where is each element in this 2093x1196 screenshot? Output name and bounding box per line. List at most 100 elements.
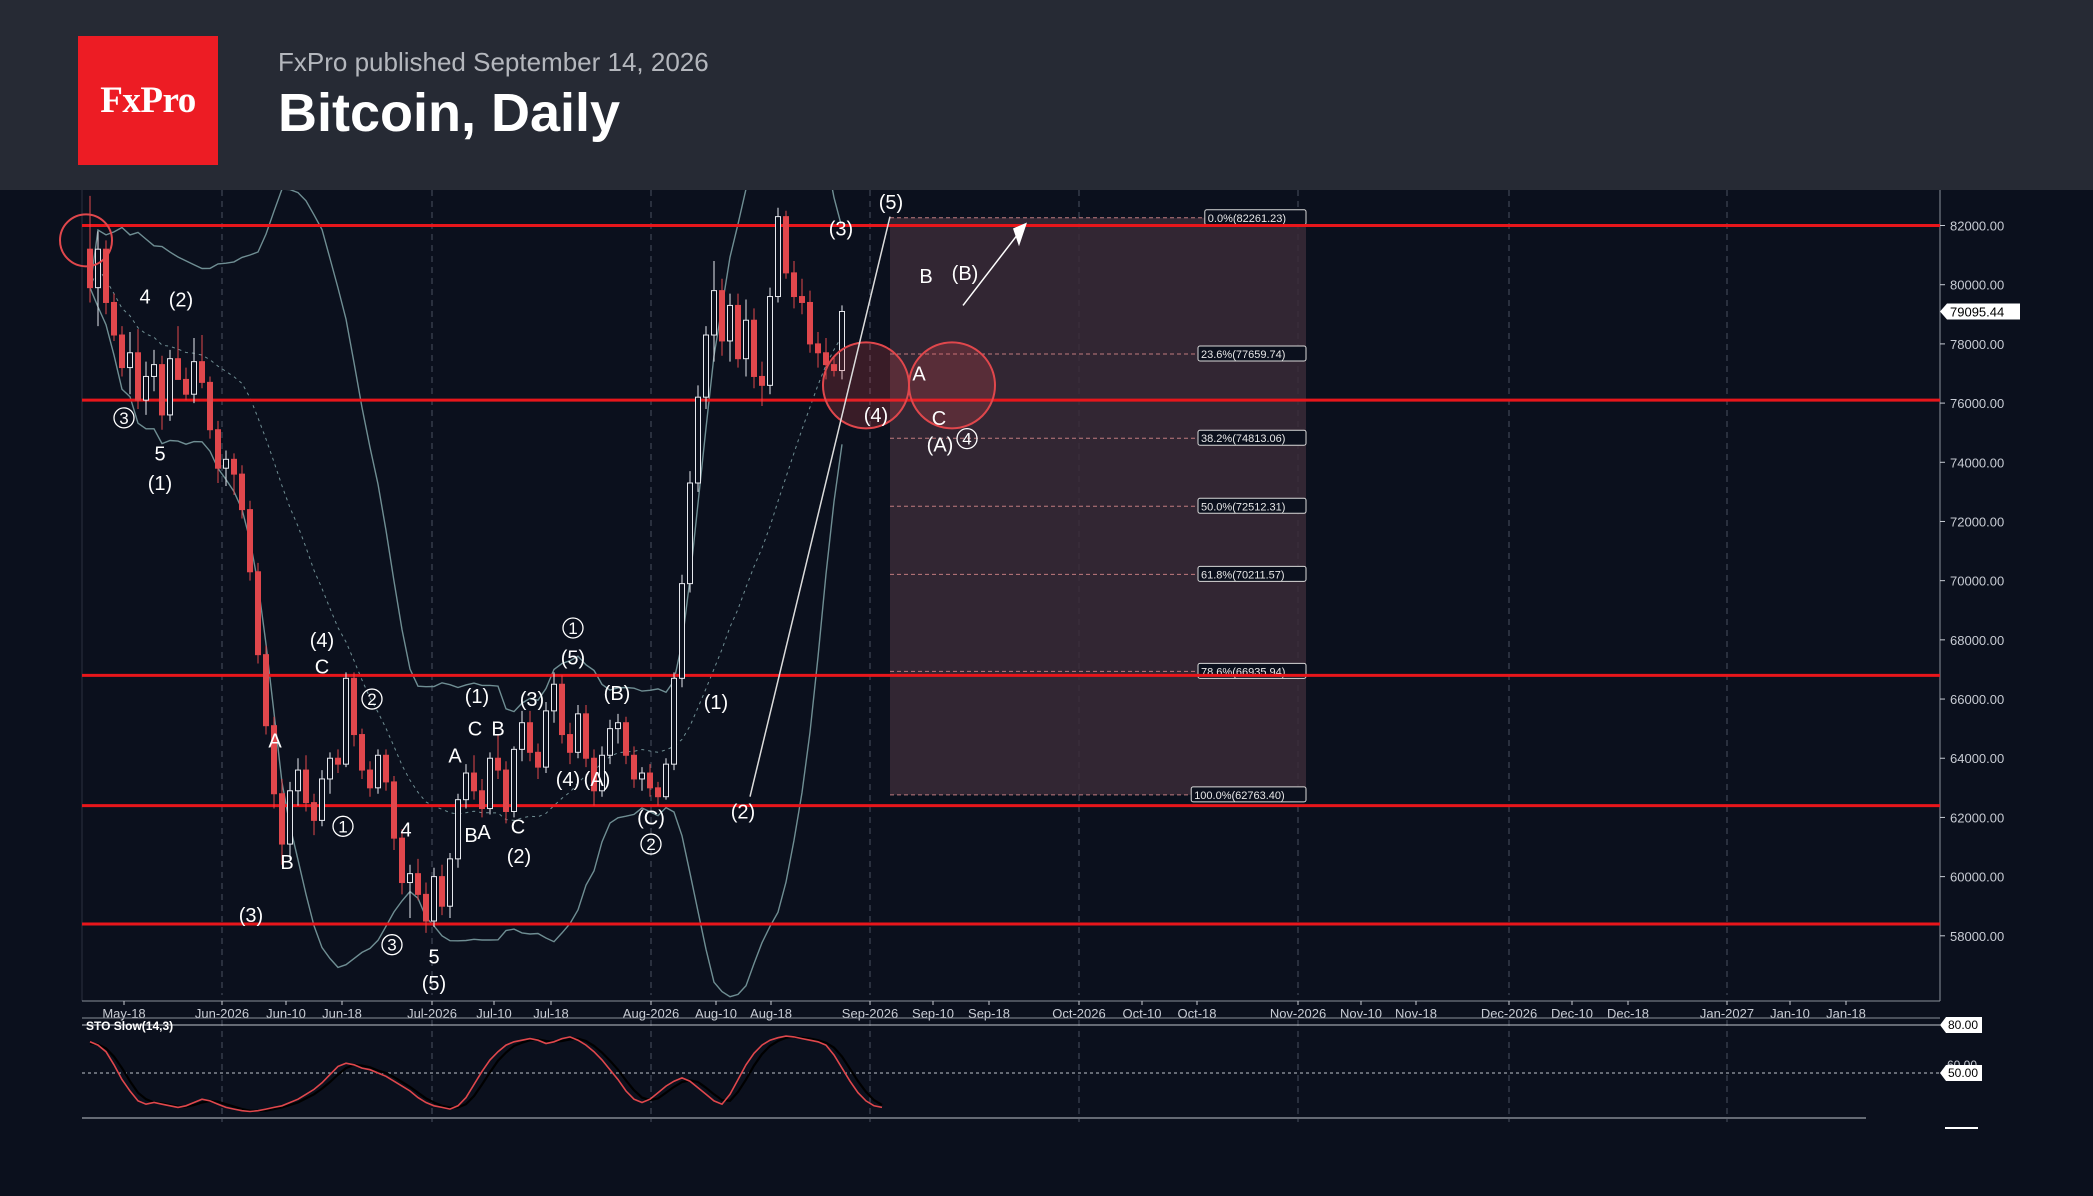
candle-body [87,248,93,289]
candle-body [599,754,605,792]
candle-body [335,757,341,765]
candle-body [295,769,301,792]
candle-body [351,677,357,736]
date-tick-label: Oct-2026 [1052,1006,1105,1021]
candle-body [439,876,445,907]
candle-body [631,754,637,780]
date-tick-label: Jul-18 [533,1006,568,1021]
wave-label: 4 [962,430,971,449]
candle-body [391,781,397,839]
wave-label: A [448,745,462,767]
fib-label: 38.2%(74813.06) [1201,433,1285,445]
date-tick-label: Jun-18 [322,1006,362,1021]
wave-label: B [919,266,932,288]
candle-body [367,769,373,789]
date-tick-label: Aug-10 [695,1006,737,1021]
wave-label: 2 [646,835,655,854]
candle-body [799,296,805,303]
wave-label: (3) [239,905,263,927]
candle-body [607,728,613,756]
date-tick-label: Sep-2026 [842,1006,898,1021]
fxpro-logo: FxPro [78,36,218,165]
candle-body [647,772,653,789]
candle-body [543,710,549,768]
wave-label: (C) [637,807,665,829]
wave-label: (A) [927,435,954,457]
candle-body [279,793,285,845]
date-tick-label: May-18 [102,1006,145,1021]
candle-body [479,790,485,810]
candle-body [287,790,293,845]
candle-body [727,304,733,342]
candle-body [399,837,405,884]
wave-label: 3 [119,409,128,428]
candle-body [583,713,589,759]
price-tick-label: 82000.00 [1950,219,2004,234]
candle-body [615,722,621,730]
candle-body [623,722,629,756]
price-tick-label: 58000.00 [1950,929,2004,944]
chart-title: Bitcoin, Daily [278,83,621,143]
wave-label: (5) [422,973,446,995]
candle-body [111,301,117,336]
price-tick-label: 80000.00 [1950,278,2004,293]
candle-body [463,772,469,801]
candle-body [207,381,213,431]
price-tick-label: 64000.00 [1950,751,2004,766]
stoch-scale-label: 50.00 [1948,1066,1978,1080]
wave-label-circle [332,815,354,837]
candle-body [319,778,325,821]
trend-line [749,216,891,797]
wave-label-circle [562,617,584,639]
stoch-level-tag [1940,1065,1982,1081]
candle-body [639,772,645,780]
wave-label: A [477,822,491,844]
date-tick-label: Jan-2027 [1700,1006,1754,1021]
candle-body [471,772,477,792]
price-tick-label: 72000.00 [1950,514,2004,529]
price-tick-label: 68000.00 [1950,633,2004,648]
price-tick-label: 76000.00 [1950,396,2004,411]
candle-body [775,216,781,298]
annotations [59,213,1027,797]
date-tick-label: Oct-18 [1177,1006,1216,1021]
projection-arrow-head [1013,222,1027,247]
candle-body [823,352,829,366]
wave-label: (4) [864,405,888,427]
wave-label-circle [361,688,383,710]
candle-body [183,378,189,395]
candle-body [359,734,365,771]
candle-body [527,722,533,753]
date-tick-label: Nov-10 [1340,1006,1382,1021]
price-chart[interactable]: 0.0%(82261.23) 23.6%(77659.74) 38.2%(74813… [0,190,2093,1196]
candle-body [151,364,157,377]
wave-label: (1) [704,692,728,714]
wave-label: (2) [507,846,531,868]
date-tick-label: Nov-18 [1395,1006,1437,1021]
wave-label: (1) [465,686,489,708]
projection-arrow-line [962,230,1021,306]
candle-body [671,677,677,765]
wave-label: 1 [338,817,347,836]
wave-label: 5 [154,443,165,465]
candle-body [103,248,109,303]
price-tick-label: 66000.00 [1950,692,2004,707]
candle-body [559,683,565,736]
candle-body [327,757,333,780]
candle-body [791,272,797,298]
price-tick-label: 62000.00 [1950,810,2004,825]
candle-body [831,364,837,372]
highlight-circle [908,341,996,430]
current-price-label: 79095.44 [1950,304,2004,319]
candle-body [135,352,141,401]
candle-body [655,787,661,798]
candle-body [759,375,765,386]
date-tick-label: Dec-18 [1607,1006,1649,1021]
candle-body [127,352,133,369]
wave-label: (4) [310,630,334,652]
candle-body [511,748,517,813]
wave-label: (4) [556,769,580,791]
candle-body [535,751,541,768]
date-tick-label: Jun-10 [266,1006,306,1021]
